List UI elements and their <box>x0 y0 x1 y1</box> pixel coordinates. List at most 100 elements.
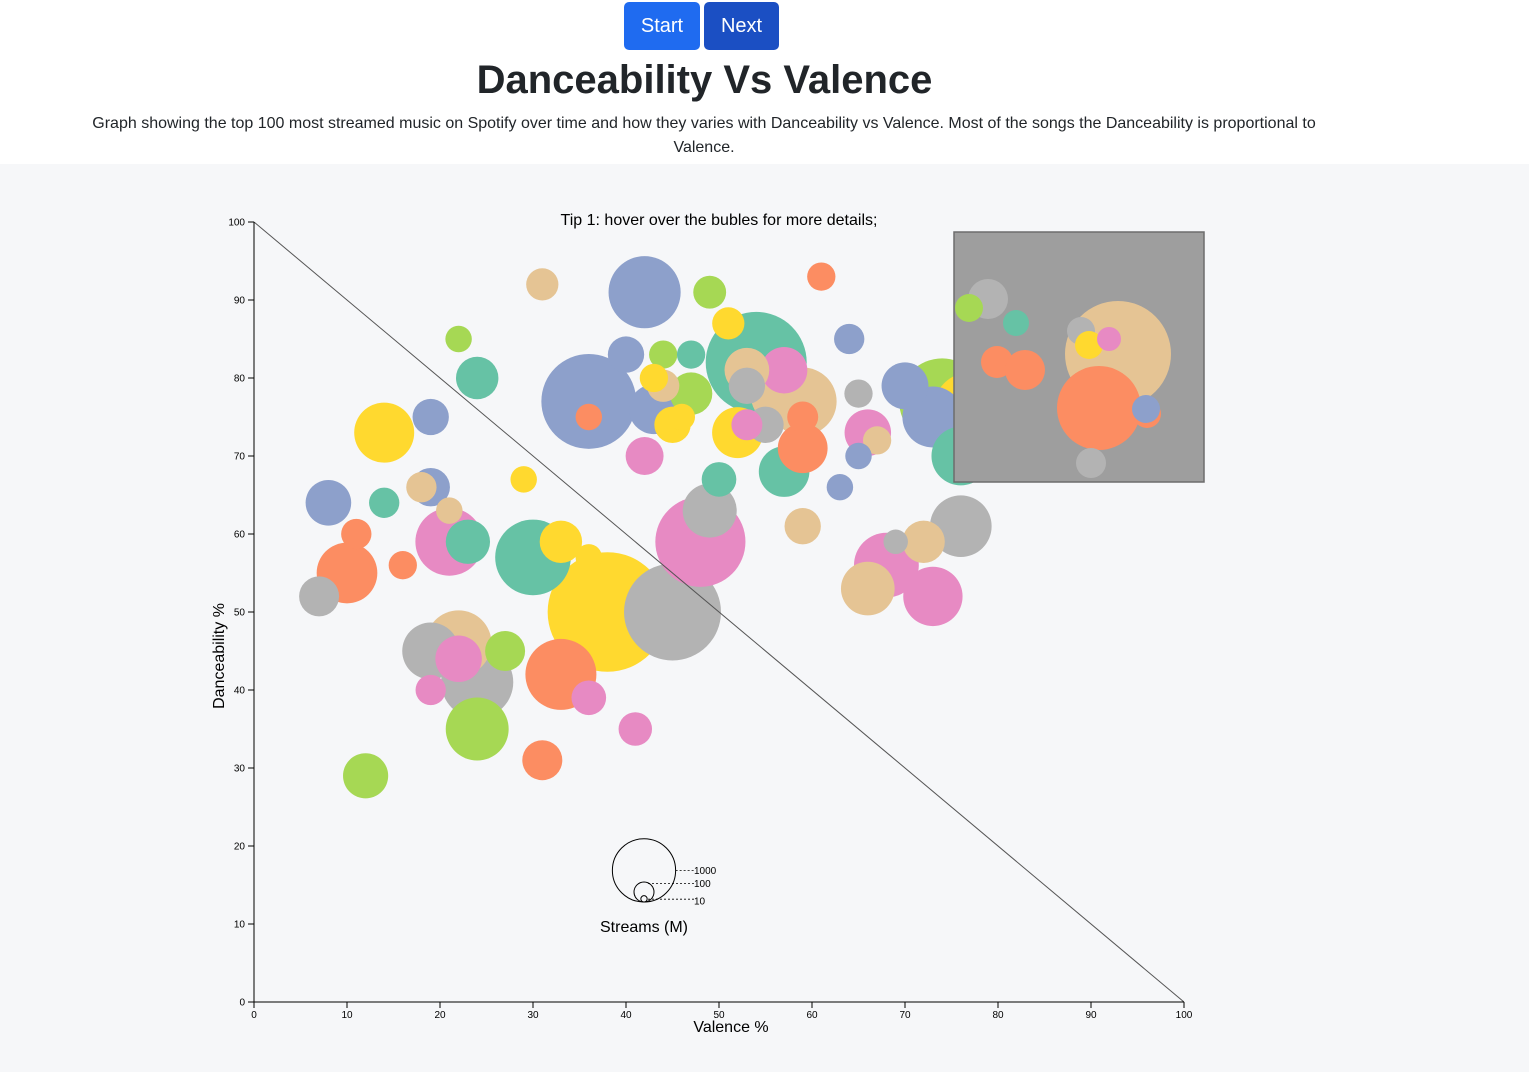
bubble[interactable] <box>526 268 559 301</box>
x-tick-label: 10 <box>341 1010 353 1021</box>
bubble[interactable] <box>388 551 417 580</box>
bubble[interactable] <box>436 497 463 524</box>
bubble[interactable] <box>693 275 727 309</box>
bubble[interactable] <box>668 403 696 431</box>
bubble[interactable] <box>539 520 583 564</box>
bubble[interactable] <box>784 508 821 545</box>
bubble[interactable] <box>844 379 873 408</box>
bubble[interactable] <box>649 340 678 369</box>
bubble[interactable] <box>840 561 895 616</box>
detail-bubble <box>1057 366 1141 450</box>
bubble[interactable] <box>883 529 908 555</box>
start-button[interactable]: Start <box>624 2 700 50</box>
size-legend-circle <box>633 881 655 903</box>
bubble[interactable] <box>777 423 828 474</box>
bubble[interactable] <box>541 353 637 449</box>
y-tick-label: 90 <box>234 296 246 307</box>
bubble[interactable] <box>625 437 664 475</box>
detail-bubble <box>955 294 983 322</box>
bubble[interactable] <box>415 674 446 706</box>
x-tick-label: 20 <box>434 1010 446 1021</box>
size-legend-circle <box>640 895 648 903</box>
page-description: Graph showing the top 100 most streamed … <box>92 115 1316 156</box>
size-legend-label: 100 <box>694 879 711 890</box>
y-axis-label: Danceability % <box>211 603 228 709</box>
page-title: Danceability Vs Valence <box>476 58 933 102</box>
y-tick-label: 40 <box>234 686 246 697</box>
bubble[interactable] <box>445 519 491 564</box>
x-tick-label: 100 <box>1176 1010 1193 1021</box>
bubble[interactable] <box>682 483 737 538</box>
bubble[interactable] <box>760 346 808 394</box>
bubble[interactable] <box>862 426 892 455</box>
bubble[interactable] <box>731 409 763 441</box>
bubble[interactable] <box>929 495 992 558</box>
y-tick-label: 80 <box>234 374 246 385</box>
bubble-chart: 0 10 20 30 40 50 60 70 80 90 100010203040506070809… <box>211 212 1205 1036</box>
bubble[interactable] <box>639 363 669 393</box>
bubble[interactable] <box>369 487 400 518</box>
y-tick-label: 60 <box>234 530 246 541</box>
bubble[interactable] <box>343 753 389 799</box>
bubble[interactable] <box>728 367 766 404</box>
detail-bubble <box>1076 448 1106 478</box>
bubble[interactable] <box>435 635 482 683</box>
y-tick-label: 20 <box>234 842 246 853</box>
x-tick-label: 30 <box>527 1010 539 1021</box>
bubble[interactable] <box>787 401 819 433</box>
bubble[interactable] <box>299 576 340 617</box>
bubble[interactable] <box>608 256 681 329</box>
bubble[interactable] <box>445 697 509 761</box>
detail-bubble <box>1097 327 1121 351</box>
bubble[interactable] <box>341 518 372 550</box>
bubble[interactable] <box>712 307 745 340</box>
bubble[interactable] <box>412 398 449 436</box>
bubble[interactable] <box>881 362 929 410</box>
bubble[interactable] <box>571 680 607 716</box>
y-tick-label: 0 <box>239 998 245 1009</box>
header: Start Next Danceability Vs Valence Graph… <box>0 0 1529 164</box>
next-button[interactable]: Next <box>704 2 779 50</box>
detail-bubble <box>1005 350 1045 390</box>
bubble[interactable] <box>618 712 653 746</box>
x-tick-label: 80 <box>992 1010 1004 1021</box>
bubble[interactable] <box>575 403 603 431</box>
x-tick-label: 0 <box>251 1010 257 1021</box>
bubble[interactable] <box>510 466 537 493</box>
bubble[interactable] <box>575 544 603 571</box>
x-tick-label: 90 <box>1085 1010 1097 1021</box>
size-legend-label: 10 <box>694 897 706 908</box>
bubble[interactable] <box>354 402 415 463</box>
x-tick-label: 50 <box>713 1010 725 1021</box>
bubble[interactable] <box>406 472 437 503</box>
bubble[interactable] <box>445 325 472 353</box>
bubble[interactable] <box>701 462 737 497</box>
bubble[interactable] <box>826 473 854 501</box>
bubbles-layer <box>299 256 1007 799</box>
size-legend-label: 1000 <box>694 866 717 877</box>
y-tick-label: 10 <box>234 920 246 931</box>
bubble[interactable] <box>676 340 706 369</box>
bubble[interactable] <box>607 336 645 373</box>
bubble[interactable] <box>455 356 499 400</box>
bubble[interactable] <box>903 566 963 627</box>
bubble[interactable] <box>522 740 563 781</box>
x-tick-label: 40 <box>620 1010 632 1021</box>
bubble[interactable] <box>845 442 872 470</box>
bubble[interactable] <box>305 479 352 526</box>
detail-bubble <box>1132 395 1160 423</box>
size-legend-title: Streams (M) <box>600 919 688 936</box>
bubble[interactable] <box>807 262 836 291</box>
reference-line <box>253 221 1185 1003</box>
x-tick-label: 70 <box>899 1010 911 1021</box>
size-legend-circle <box>611 838 677 903</box>
y-tick-label: 30 <box>234 764 246 775</box>
bubble[interactable] <box>902 520 945 564</box>
x-tick-label: 60 <box>806 1010 818 1021</box>
bubble[interactable] <box>834 323 865 355</box>
bubble[interactable] <box>485 631 526 671</box>
bubble[interactable] <box>624 563 721 661</box>
axes-layer: 0 10 20 30 40 50 60 70 80 90 100010203040506070809… <box>228 218 1192 1022</box>
x-axis-label: Valence % <box>693 1019 768 1036</box>
y-tick-label: 100 <box>228 218 245 229</box>
